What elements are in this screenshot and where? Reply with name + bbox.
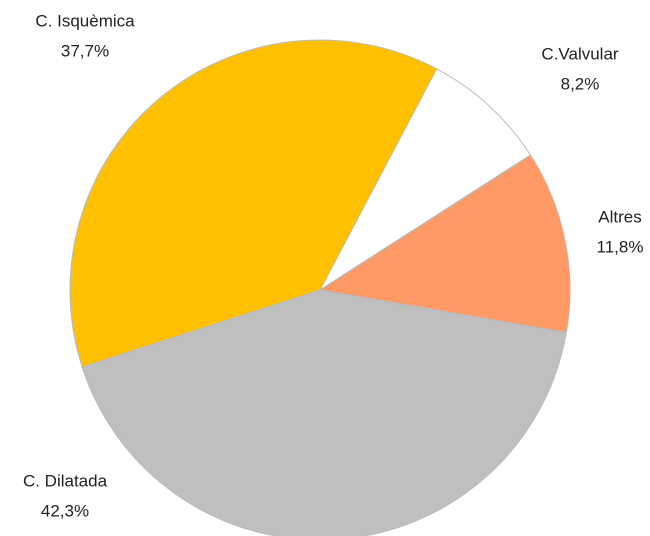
slice-value-label: 8,2% bbox=[561, 74, 600, 93]
slice-label: C. Isquèmica bbox=[35, 11, 135, 30]
slice-value-label: 42,3% bbox=[41, 501, 89, 520]
slice-label: C.Valvular bbox=[541, 44, 618, 63]
slice-label: Altres bbox=[598, 207, 641, 226]
slice-value-label: 11,8% bbox=[597, 237, 644, 256]
pie-slice bbox=[69, 39, 438, 368]
pie-slice bbox=[318, 68, 532, 292]
slice-value-label: 37,7% bbox=[61, 41, 109, 60]
pie-slice bbox=[81, 289, 567, 536]
pie-slice bbox=[318, 154, 571, 334]
slice-label: C. Dilatada bbox=[23, 471, 108, 490]
